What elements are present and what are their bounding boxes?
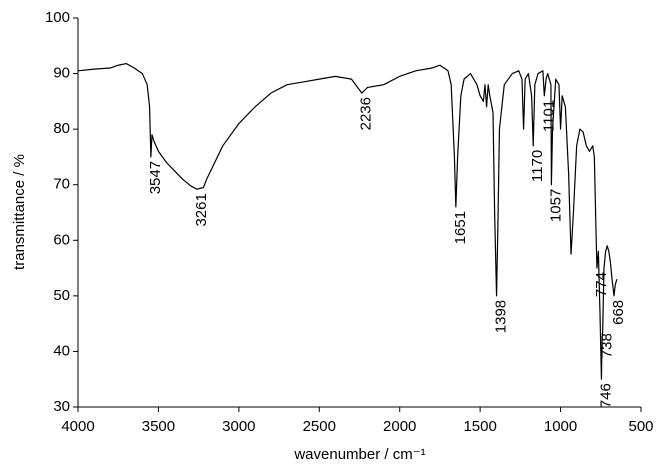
- peak-label: 1170: [529, 150, 546, 182]
- x-tick-label: 2500: [303, 418, 336, 435]
- y-tick-label: 40: [53, 342, 70, 359]
- x-tick-label: 1500: [463, 418, 496, 435]
- x-tick-label: 3000: [222, 418, 255, 435]
- peak-label: 2236: [358, 97, 375, 130]
- x-tick-label: 2000: [383, 418, 416, 435]
- peak-label: 774: [593, 272, 610, 297]
- peak-label: 746: [597, 383, 614, 408]
- x-tick-label: 4000: [61, 418, 94, 435]
- y-tick-label: 50: [53, 287, 70, 304]
- y-tick-label: 80: [53, 120, 70, 137]
- y-tick-label: 30: [53, 398, 70, 415]
- x-tick-label: 500: [628, 418, 653, 435]
- peak-label: 1057: [547, 189, 564, 222]
- y-tick-label: 100: [45, 9, 70, 26]
- peak-label: 3261: [193, 193, 210, 226]
- peak-label: 668: [610, 300, 627, 325]
- y-axis-label: transmittance / %: [11, 154, 28, 270]
- y-tick-label: 70: [53, 176, 70, 193]
- y-tick-label: 90: [53, 65, 70, 82]
- x-tick-label: 3500: [142, 418, 175, 435]
- peak-label: 1651: [452, 211, 469, 244]
- peak-label: 1398: [493, 300, 510, 333]
- y-tick-label: 60: [53, 231, 70, 248]
- peak-label: 1101: [540, 100, 557, 132]
- x-tick-label: 1000: [544, 418, 577, 435]
- peak-label: 738: [599, 333, 616, 358]
- x-axis-label: wavenumber / cm⁻¹: [293, 446, 425, 463]
- peak-label: 3547: [147, 161, 164, 194]
- spectrum-line: [77, 62, 618, 380]
